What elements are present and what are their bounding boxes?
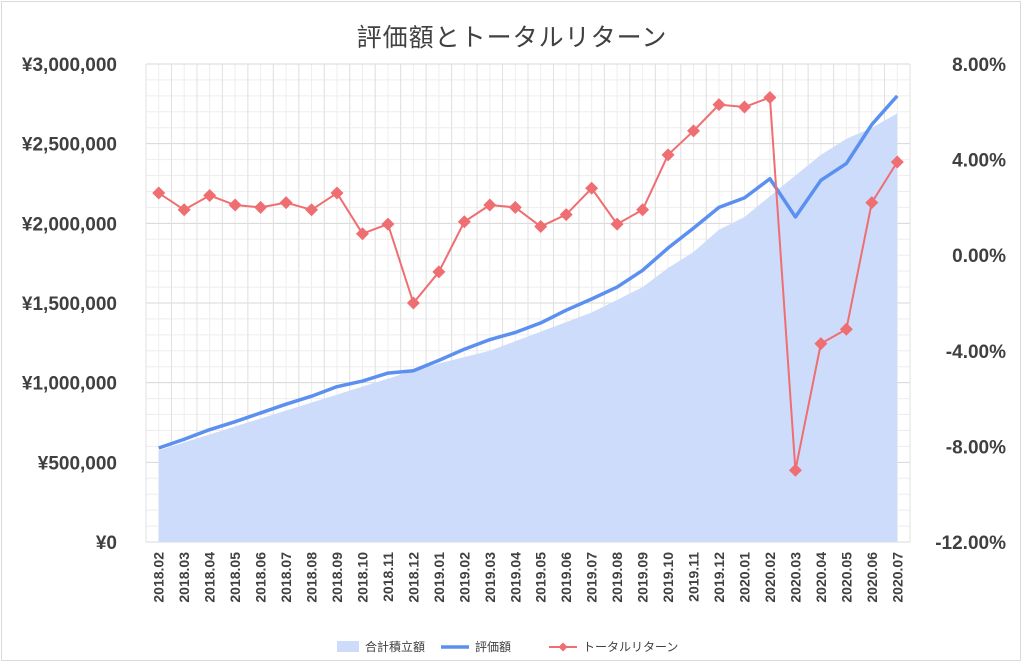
data-point-marker [152,186,166,200]
x-tick-label: 2018.09 [329,552,345,603]
x-tick-label: 2020.07 [889,552,905,603]
x-tick-label: 2018.02 [151,552,167,603]
x-tick-label: 2019.05 [533,552,549,603]
data-point-marker [610,217,624,231]
marker-layer [152,90,904,477]
data-point-marker [661,148,675,162]
legend-label: 評価額 [475,639,511,654]
x-tick-label: 2020.01 [736,552,752,603]
chart-title: 評価額とトータルリターン [356,23,668,52]
y-left-tick-label: ¥1,000,000 [22,374,117,395]
legend-label: 合計積立額 [365,639,425,654]
data-point-marker [406,296,420,310]
x-tick-label: 2018.11 [380,552,396,602]
y-right-tick-label: 8.00% [952,55,1006,76]
x-tick-label: 2019.08 [609,552,625,603]
data-point-marker [330,186,344,200]
y-right-tick-label: -8.00% [946,437,1006,458]
data-point-marker [865,196,879,210]
x-tick-label: 2020.03 [787,552,803,603]
data-point-marker [228,198,242,212]
y-left-tick-label: ¥3,000,000 [22,55,117,76]
data-point-marker [814,337,828,351]
y-left-tick-label: ¥1,500,000 [22,294,117,315]
x-tick-label: 2018.07 [278,552,294,603]
data-point-marker [254,200,268,214]
y-right-tick-label: -4.00% [946,342,1006,363]
y-left-tick-label: ¥2,000,000 [22,214,117,235]
y-left-tick-label: ¥0 [96,533,117,554]
x-tick-label: 2018.04 [202,552,218,603]
x-tick-label: 2020.06 [864,552,880,603]
data-point-marker [712,98,726,112]
x-axis-ticks: 2018.02 2018.03 2018.04 2018.05 2018.06 2018.… [151,552,906,603]
y-right-tick-label: 0.00% [952,246,1006,267]
data-point-marker [687,124,701,138]
x-tick-label: 2018.08 [304,552,320,603]
data-point-marker [788,463,802,477]
x-tick-label: 2019.06 [558,552,574,603]
data-point-marker [279,196,293,210]
y-left-tick-label: ¥2,500,000 [22,135,117,156]
x-tick-label: 2020.04 [813,552,829,603]
x-tick-label: 2018.05 [227,552,243,603]
x-tick-label: 2019.10 [660,552,676,603]
x-tick-label: 2018.12 [405,552,421,603]
x-tick-label: 2019.09 [635,552,651,603]
x-tick-label: 2020.05 [838,552,854,603]
x-tick-label: 2018.06 [253,552,269,603]
data-point-marker [763,90,777,104]
x-tick-label: 2019.07 [584,552,600,603]
data-point-marker [839,322,853,336]
y-right-tick-label: -12.00% [935,533,1006,554]
data-point-marker [483,198,497,212]
data-point-marker [508,200,522,214]
data-point-marker [559,208,573,222]
data-point-marker [534,220,548,234]
data-point-marker [636,203,650,217]
x-tick-label: 2018.03 [176,552,192,603]
legend-swatch-area [337,641,359,652]
line-series-valuation [158,94,899,450]
area-series-layer [158,113,898,542]
x-tick-label: 2018.10 [354,552,370,603]
x-tick-label: 2019.12 [711,552,727,603]
data-point-marker [737,100,751,114]
right-axis-ticks: -12.00% -8.00% -4.00% 0.00% 4.00% 8.00% [935,55,1006,554]
legend-swatch-marker [558,642,568,652]
data-point-marker [585,181,599,195]
x-tick-label: 2019.01 [431,552,447,603]
data-point-marker [432,265,446,279]
x-tick-label: 2019.03 [482,552,498,603]
data-point-marker [203,188,217,202]
data-point-marker [457,215,471,229]
x-tick-label: 2020.02 [762,552,778,603]
x-tick-label: 2019.11 [686,552,702,602]
area-series-contributions [158,113,898,542]
data-point-marker [381,217,395,231]
legend-label: トータルリターン [583,640,678,654]
data-point-marker [177,203,191,217]
y-right-tick-label: 4.00% [952,151,1006,172]
legend: 合計積立額 評価額 トータルリターン [337,639,678,654]
data-point-marker [355,227,369,241]
left-axis-ticks: ¥0 ¥500,000 ¥1,000,000 ¥1,500,000 ¥2,000,000… [22,55,117,554]
data-point-marker [890,155,904,169]
x-tick-label: 2019.02 [456,552,472,603]
x-tick-label: 2019.04 [507,552,523,603]
data-point-marker [305,203,319,217]
y-left-tick-label: ¥500,000 [38,453,117,474]
